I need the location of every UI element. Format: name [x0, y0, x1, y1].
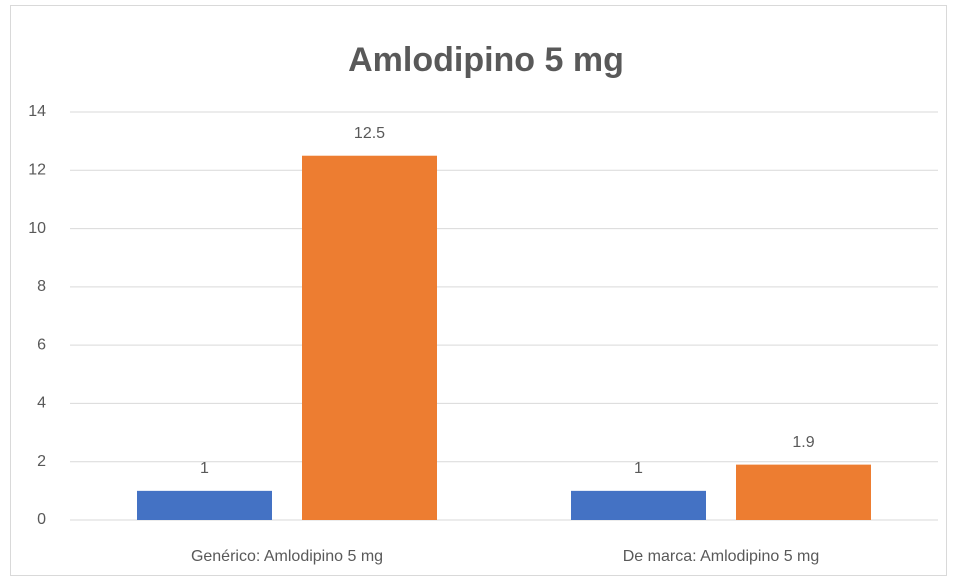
y-tick-label: 10 — [28, 220, 46, 237]
y-tick-label: 14 — [28, 103, 46, 120]
y-tick-label: 2 — [37, 453, 46, 470]
data-label: 1 — [634, 460, 643, 477]
y-tick-label: 8 — [37, 278, 46, 295]
bar — [736, 464, 871, 520]
chart-title: Amlodipino 5 mg — [348, 41, 624, 79]
data-label: 1 — [200, 460, 209, 477]
x-tick-label: Genérico: Amlodipino 5 mg — [191, 548, 383, 565]
bar — [571, 490, 706, 520]
y-tick-label: 6 — [37, 336, 46, 353]
y-tick-label: 12 — [28, 162, 46, 179]
data-label: 12.5 — [354, 125, 385, 142]
data-label: 1.9 — [792, 434, 814, 451]
bar — [137, 490, 272, 520]
x-tick-label: De marca: Amlodipino 5 mg — [623, 548, 820, 565]
y-tick-label: 4 — [37, 395, 46, 412]
y-tick-label: 0 — [37, 511, 46, 528]
bar — [302, 155, 437, 520]
